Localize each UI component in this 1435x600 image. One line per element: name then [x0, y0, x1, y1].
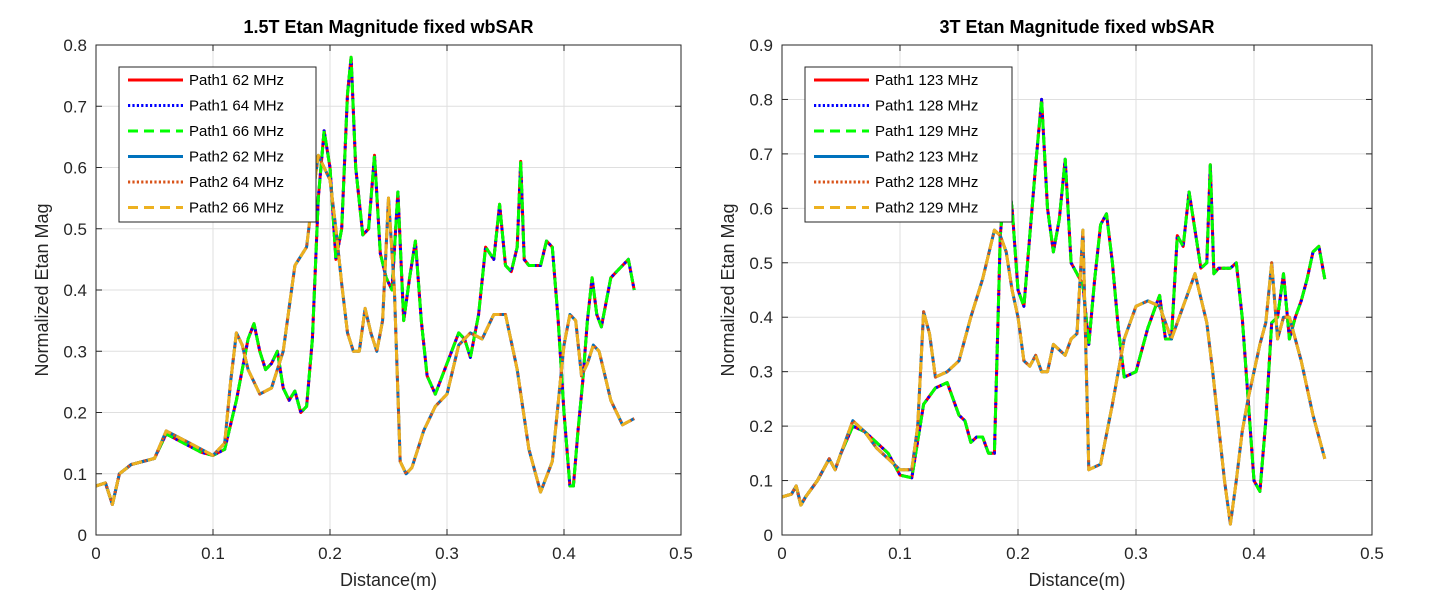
- x-tick-label-1: 0.1: [201, 544, 225, 563]
- y-axis-label: Normalized Etan Mag: [718, 203, 738, 376]
- y-tick-label-1: 0.1: [63, 465, 87, 484]
- x-tick-label-2: 0.2: [318, 544, 342, 563]
- y-tick-label-2: 0.2: [63, 404, 87, 423]
- x-tick-label-2: 0.2: [1006, 544, 1030, 563]
- y-tick-label-7: 0.7: [749, 145, 773, 164]
- legend-box: [804, 66, 1013, 223]
- legend-box: [118, 66, 317, 223]
- legend-entry-4: Path2 64 MHz: [189, 174, 284, 191]
- x-tick-label-4: 0.4: [552, 544, 576, 563]
- series-group: [96, 55, 636, 506]
- y-tick-label-5: 0.5: [63, 220, 87, 239]
- legend-entry-3: Path2 62 MHz: [189, 149, 284, 166]
- chart-panel-1p5t: 0 0.1 0.2 0.3 0.4 0.5 0 0.1 0.2 0.3 0.4 0.5 0.6 0.7 0.…: [32, 17, 693, 590]
- legend-entry-0: Path1 123 MHz: [875, 72, 978, 89]
- legend-entry-1: Path1 64 MHz: [189, 98, 284, 115]
- x-tick-label-3: 0.3: [1124, 544, 1148, 563]
- y-tick-label-6: 0.6: [749, 199, 773, 218]
- x-tick-label-4: 0.4: [1242, 544, 1266, 563]
- legend-entry-5: Path2 129 MHz: [875, 200, 978, 217]
- x-tick-label-3: 0.3: [435, 544, 459, 563]
- y-tick-label-3: 0.3: [63, 342, 87, 361]
- chart-title: 1.5T Etan Magnitude fixed wbSAR: [243, 17, 533, 37]
- y-tick-label-0: 0: [78, 526, 87, 545]
- chart-title: 3T Etan Magnitude fixed wbSAR: [939, 17, 1214, 37]
- series-line-5: [96, 153, 635, 506]
- series-group: [782, 97, 1327, 526]
- y-tick-label-8: 0.8: [63, 36, 87, 55]
- legend-entry-4: Path2 128 MHz: [875, 174, 978, 191]
- y-tick-label-4: 0.4: [63, 281, 87, 300]
- y-tick-label-0: 0: [764, 526, 773, 545]
- y-tick-label-7: 0.7: [63, 97, 87, 116]
- legend-entry-2: Path1 129 MHz: [875, 123, 978, 140]
- legend: Path1 62 MHz Path1 64 MHz Path1 66 MHz Path…: [118, 66, 317, 223]
- x-axis-label: Distance(m): [1028, 570, 1125, 590]
- x-axis-label: Distance(m): [340, 570, 437, 590]
- x-tick-label-1: 0.1: [888, 544, 912, 563]
- x-tick-label-5: 0.5: [669, 544, 693, 563]
- legend-entry-2: Path1 66 MHz: [189, 123, 284, 140]
- y-axis-label: Normalized Etan Mag: [32, 203, 52, 376]
- y-tick-label-6: 0.6: [63, 159, 87, 178]
- legend-entry-0: Path1 62 MHz: [189, 72, 284, 89]
- series-line-5: [782, 228, 1327, 526]
- legend-entry-3: Path2 123 MHz: [875, 149, 978, 166]
- y-tick-label-9: 0.9: [749, 36, 773, 55]
- x-tick-label-0: 0: [91, 544, 100, 563]
- axes-box: [781, 44, 1373, 536]
- series-line-2: [96, 55, 636, 506]
- x-tick-label-5: 0.5: [1360, 544, 1384, 563]
- y-tick-label-5: 0.5: [749, 254, 773, 273]
- chart-panel-3t: 0 0.1 0.2 0.3 0.4 0.5 0 0.1 0.2 0.3 0.4 0.5 0.6 0.7 0.…: [718, 17, 1384, 590]
- y-tick-label-3: 0.3: [749, 363, 773, 382]
- legend: Path1 123 MHz Path1 128 MHz Path1 129 MHz P…: [804, 66, 1013, 223]
- legend-entry-1: Path1 128 MHz: [875, 98, 978, 115]
- y-tick-label-4: 0.4: [749, 308, 773, 327]
- y-tick-label-8: 0.8: [749, 90, 773, 109]
- legend-entry-5: Path2 66 MHz: [189, 200, 284, 217]
- y-tick-label-2: 0.2: [749, 417, 773, 436]
- x-tick-label-0: 0: [777, 544, 786, 563]
- y-tick-label-1: 0.1: [749, 472, 773, 491]
